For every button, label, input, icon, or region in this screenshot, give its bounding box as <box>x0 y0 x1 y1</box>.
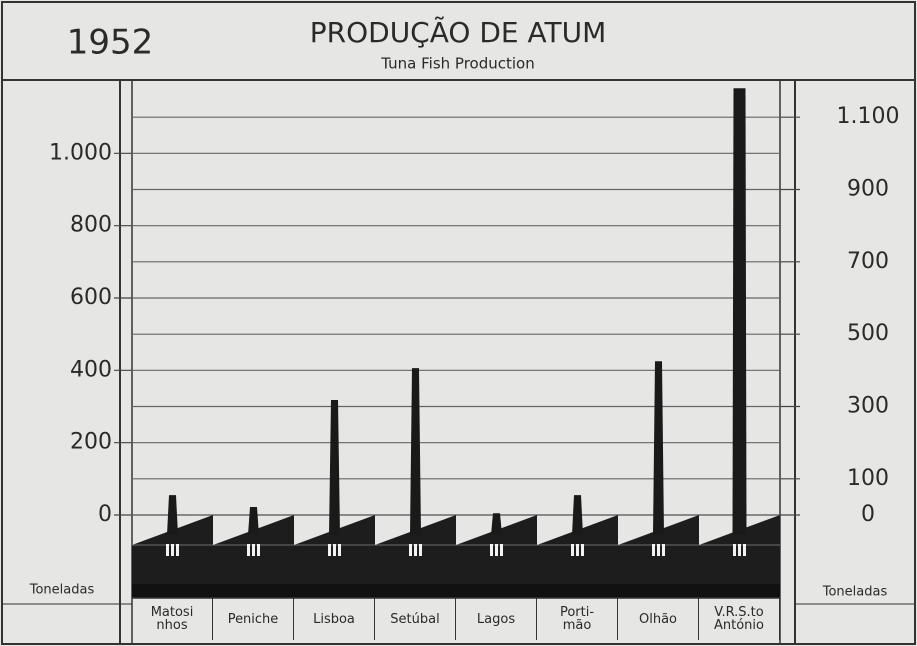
x-tick-label: Lisboa <box>294 598 375 640</box>
page: 1952 PRODUÇÃO DE ATUM Tuna Fish Producti… <box>0 0 917 646</box>
window <box>490 544 493 556</box>
chimney-bar <box>733 88 747 535</box>
y-tick-label: 600 <box>70 285 112 310</box>
window <box>662 544 665 556</box>
y-tick-label: 400 <box>70 357 112 382</box>
y2-tick-label: 700 <box>847 249 889 274</box>
y2-axis-label: Toneladas <box>822 585 888 600</box>
window <box>581 544 584 556</box>
base-band <box>132 584 780 598</box>
x-tick-label: Matosi nhos <box>132 598 213 640</box>
window <box>657 544 660 556</box>
window <box>257 544 260 556</box>
window <box>652 544 655 556</box>
window <box>176 544 179 556</box>
window <box>247 544 250 556</box>
y-tick-label: 200 <box>70 430 112 455</box>
window <box>419 544 422 556</box>
x-tick-label: Olhão <box>618 598 699 640</box>
window <box>171 544 174 556</box>
window <box>743 544 746 556</box>
window <box>495 544 498 556</box>
window <box>500 544 503 556</box>
window <box>733 544 736 556</box>
window <box>328 544 331 556</box>
chimney-bar <box>653 361 664 535</box>
year: 1952 <box>67 23 154 63</box>
chimney-bar <box>572 495 583 535</box>
chimney-bar <box>248 507 259 535</box>
window <box>166 544 169 556</box>
x-tick-label: Porti- mão <box>537 598 618 640</box>
x-tick-label: Peniche <box>213 598 294 640</box>
window <box>333 544 336 556</box>
y-tick-label: 0 <box>98 502 112 527</box>
y2-tick-label: 1.100 <box>837 104 900 129</box>
y2-tick-label: 500 <box>847 321 889 346</box>
chimney-bar <box>410 368 421 535</box>
y2-tick-label: 0 <box>861 502 875 527</box>
y-axis-label: Toneladas <box>29 583 95 598</box>
window <box>409 544 412 556</box>
chimney-bar <box>491 513 502 535</box>
window <box>338 544 341 556</box>
y2-tick-label: 300 <box>847 394 889 419</box>
chimney-bar <box>167 495 178 535</box>
y-tick-label: 800 <box>70 213 112 238</box>
chart-title: PRODUÇÃO DE ATUM <box>310 16 606 49</box>
y2-tick-label: 900 <box>847 177 889 202</box>
window <box>414 544 417 556</box>
chart-subtitle: Tuna Fish Production <box>380 55 534 73</box>
chimney-bar <box>329 400 340 535</box>
x-tick-label: Lagos <box>456 598 537 640</box>
window <box>571 544 574 556</box>
chart: 1952 PRODUÇÃO DE ATUM Tuna Fish Producti… <box>0 0 917 646</box>
window <box>738 544 741 556</box>
x-tick-label: Setúbal <box>375 598 456 640</box>
y-tick-label: 1.000 <box>49 140 112 165</box>
x-tick-label: V.R.S.to António <box>699 598 780 640</box>
window <box>252 544 255 556</box>
y2-tick-label: 100 <box>847 466 889 491</box>
window <box>576 544 579 556</box>
